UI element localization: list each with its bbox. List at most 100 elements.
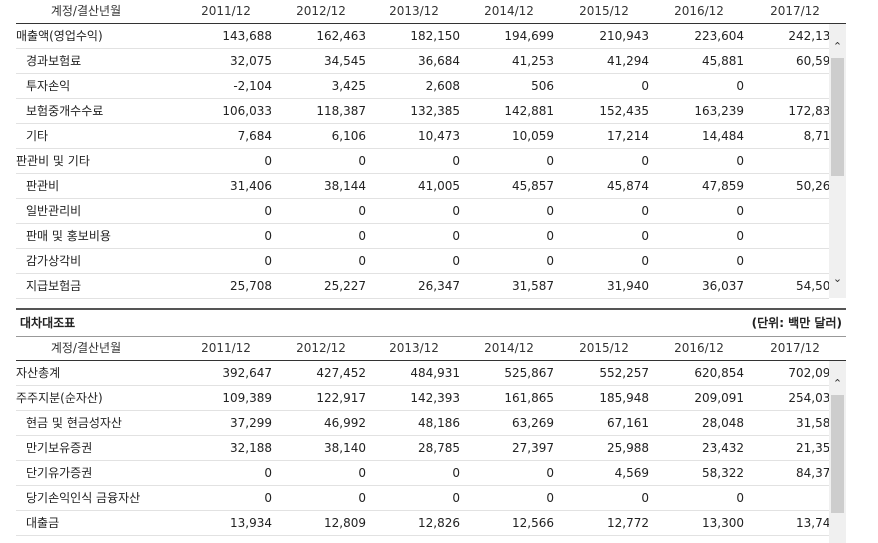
row-value: 210,943	[599, 29, 649, 43]
row-value: 552,257	[599, 366, 649, 380]
scrollbar-thumb[interactable]	[831, 395, 844, 513]
table-row: 자산총계 392,647 427,452 484,931 525,867 552,257 6…	[16, 361, 829, 386]
row-value: 31,940	[607, 279, 649, 293]
row-value: 254,031	[788, 391, 829, 405]
header-account: 계정/결산년월	[50, 4, 122, 18]
row-value: 620,854	[694, 366, 744, 380]
row-value: 0	[358, 466, 366, 480]
row-value: 0	[358, 491, 366, 505]
row-value: 0	[758, 149, 829, 173]
header-account: 계정/결산년월	[50, 341, 122, 355]
row-value: 58,322	[702, 466, 744, 480]
row-value: 17,214	[607, 129, 649, 143]
row-value: 27,397	[512, 441, 554, 455]
table-row: 판매 및 홍보비용0000000	[16, 224, 829, 249]
balance-header-row: 계정/결산년월 2011/12 2012/12 2013/12 2014/12 2015/…	[16, 337, 846, 361]
row-value: 223,604	[694, 29, 744, 43]
header-year: 2011/12	[201, 341, 251, 355]
row-value: 143,688	[222, 29, 272, 43]
table-row: 단기유가증권 0 0 0 0 4,569 58,322 84,371	[16, 461, 829, 486]
header-year: 2012/12	[296, 341, 346, 355]
row-label: 감가상각비	[26, 254, 82, 268]
table-row: 판관비 31,406 38,144 41,005 45,857 45,874 47,859 5…	[16, 174, 829, 199]
row-value: 0	[358, 154, 366, 168]
income-header-row: 계정/결산년월 2011/12 2012/12 2013/12 2014/12 2015/…	[16, 0, 846, 24]
row-value: 12,566	[512, 516, 554, 530]
row-value: 427,452	[316, 366, 366, 380]
row-value: 0	[758, 486, 829, 510]
table-row: 보험중개수수료 106,033 118,387 132,385 142,881 152,4…	[16, 99, 829, 124]
row-value: 0	[758, 74, 829, 98]
row-value: 163,239	[694, 104, 744, 118]
row-value: 13,748	[796, 516, 829, 530]
row-value: 10,473	[418, 129, 460, 143]
row-value: 41,005	[418, 179, 460, 193]
income-scrollbar[interactable]: ⌃ ⌄	[829, 24, 846, 298]
row-label: 보험중개수수료	[26, 104, 104, 118]
row-value: 506	[531, 79, 554, 93]
row-value: 0	[264, 204, 272, 218]
row-label: 만기보유증권	[26, 441, 93, 455]
row-value: 0	[546, 491, 554, 505]
row-value: 13,300	[702, 516, 744, 530]
row-value: 106,033	[222, 104, 272, 118]
row-value: 0	[452, 466, 460, 480]
row-value: 4,569	[614, 466, 649, 480]
chevron-up-icon[interactable]: ⌃	[832, 377, 843, 390]
balance-sheet-panel: 계정/결산년월 2011/12 2012/12 2013/12 2014/12 2015/…	[16, 337, 846, 543]
chevron-down-icon[interactable]: ⌄	[832, 272, 843, 285]
header-year: 2017/12	[770, 341, 820, 355]
row-value: 392,647	[222, 366, 272, 380]
table-row: 기타 7,684 6,106 10,473 10,059 17,214 14,484 8,71…	[16, 124, 829, 149]
row-value: 0	[641, 154, 649, 168]
header-year: 2015/12	[579, 341, 629, 355]
row-value: 25,227	[324, 279, 366, 293]
row-value: 484,931	[410, 366, 460, 380]
row-value: 12,826	[418, 516, 460, 530]
row-value: 45,874	[607, 179, 649, 193]
balance-section-header: 대차대조표 (단위: 백만 달러)	[16, 308, 846, 337]
header-year: 2011/12	[201, 4, 251, 18]
chevron-up-icon[interactable]: ⌃	[832, 40, 843, 53]
row-value: 36,037	[702, 279, 744, 293]
row-value: 0	[358, 229, 366, 243]
row-value: 0	[452, 229, 460, 243]
row-label: 투자손익	[26, 79, 71, 93]
row-value: 37,299	[230, 416, 272, 430]
row-value: 0	[264, 229, 272, 243]
row-value: 50,265	[796, 179, 829, 193]
row-value: 0	[452, 154, 460, 168]
row-value: 702,095	[788, 366, 829, 380]
row-value: 109,389	[222, 391, 272, 405]
row-label: 판관비 및 기타	[16, 154, 90, 168]
row-value: 0	[641, 229, 649, 243]
table-row: 당기손익인식 금융자산0000000	[16, 486, 829, 511]
row-label: 지급보험금	[26, 279, 82, 293]
row-value: 132,385	[410, 104, 460, 118]
row-value: 8,710	[803, 129, 829, 143]
row-value: 10,059	[512, 129, 554, 143]
row-value: 0	[736, 79, 744, 93]
row-value: 0	[264, 154, 272, 168]
row-value: 194,699	[504, 29, 554, 43]
row-value: 41,253	[512, 54, 554, 68]
row-value: 6,106	[331, 129, 366, 143]
row-value: 0	[264, 254, 272, 268]
header-year: 2013/12	[389, 341, 439, 355]
row-value: 525,867	[504, 366, 554, 380]
row-value: 14,484	[702, 129, 744, 143]
row-value: 152,435	[599, 104, 649, 118]
row-value: 122,917	[316, 391, 366, 405]
income-statement-panel: 계정/결산년월 2011/12 2012/12 2013/12 2014/12 2015/…	[16, 0, 846, 300]
row-value: 0	[736, 204, 744, 218]
header-year: 2016/12	[674, 341, 724, 355]
row-value: 31,406	[230, 179, 272, 193]
row-value: 0	[546, 204, 554, 218]
scrollbar-thumb[interactable]	[831, 58, 844, 176]
header-year: 2016/12	[674, 4, 724, 18]
balance-scrollbar[interactable]: ⌃	[829, 361, 846, 543]
row-value: 0	[641, 204, 649, 218]
row-value: 28,048	[702, 416, 744, 430]
row-value: 46,992	[324, 416, 366, 430]
header-year: 2015/12	[579, 4, 629, 18]
